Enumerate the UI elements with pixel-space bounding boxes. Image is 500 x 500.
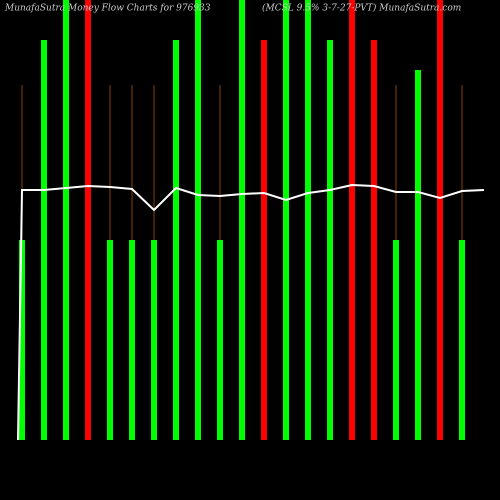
bar [195,0,201,440]
chart-title: MunafaSutra Money Flow Charts for 976933 [4,4,211,14]
bar [261,40,267,440]
bar [415,70,421,440]
bar [19,240,25,440]
bar [437,0,443,440]
bar [305,0,311,440]
bar [349,0,355,440]
bar [129,240,135,440]
bar [371,40,377,440]
bars [19,0,465,440]
money-flow-line [17,183,485,441]
bar [327,40,333,440]
bar [459,240,465,440]
bar [63,0,69,440]
bar [41,40,47,440]
bar [151,240,157,440]
bar [85,0,91,440]
chart-subtitle: (MCSL 9.5% 3-7-27-PVT) MunafaSutra.com [262,3,461,14]
bar [239,0,245,440]
bar [173,40,179,440]
bar [217,240,223,440]
bar [283,0,289,440]
bar [107,240,113,440]
bar [393,240,399,440]
